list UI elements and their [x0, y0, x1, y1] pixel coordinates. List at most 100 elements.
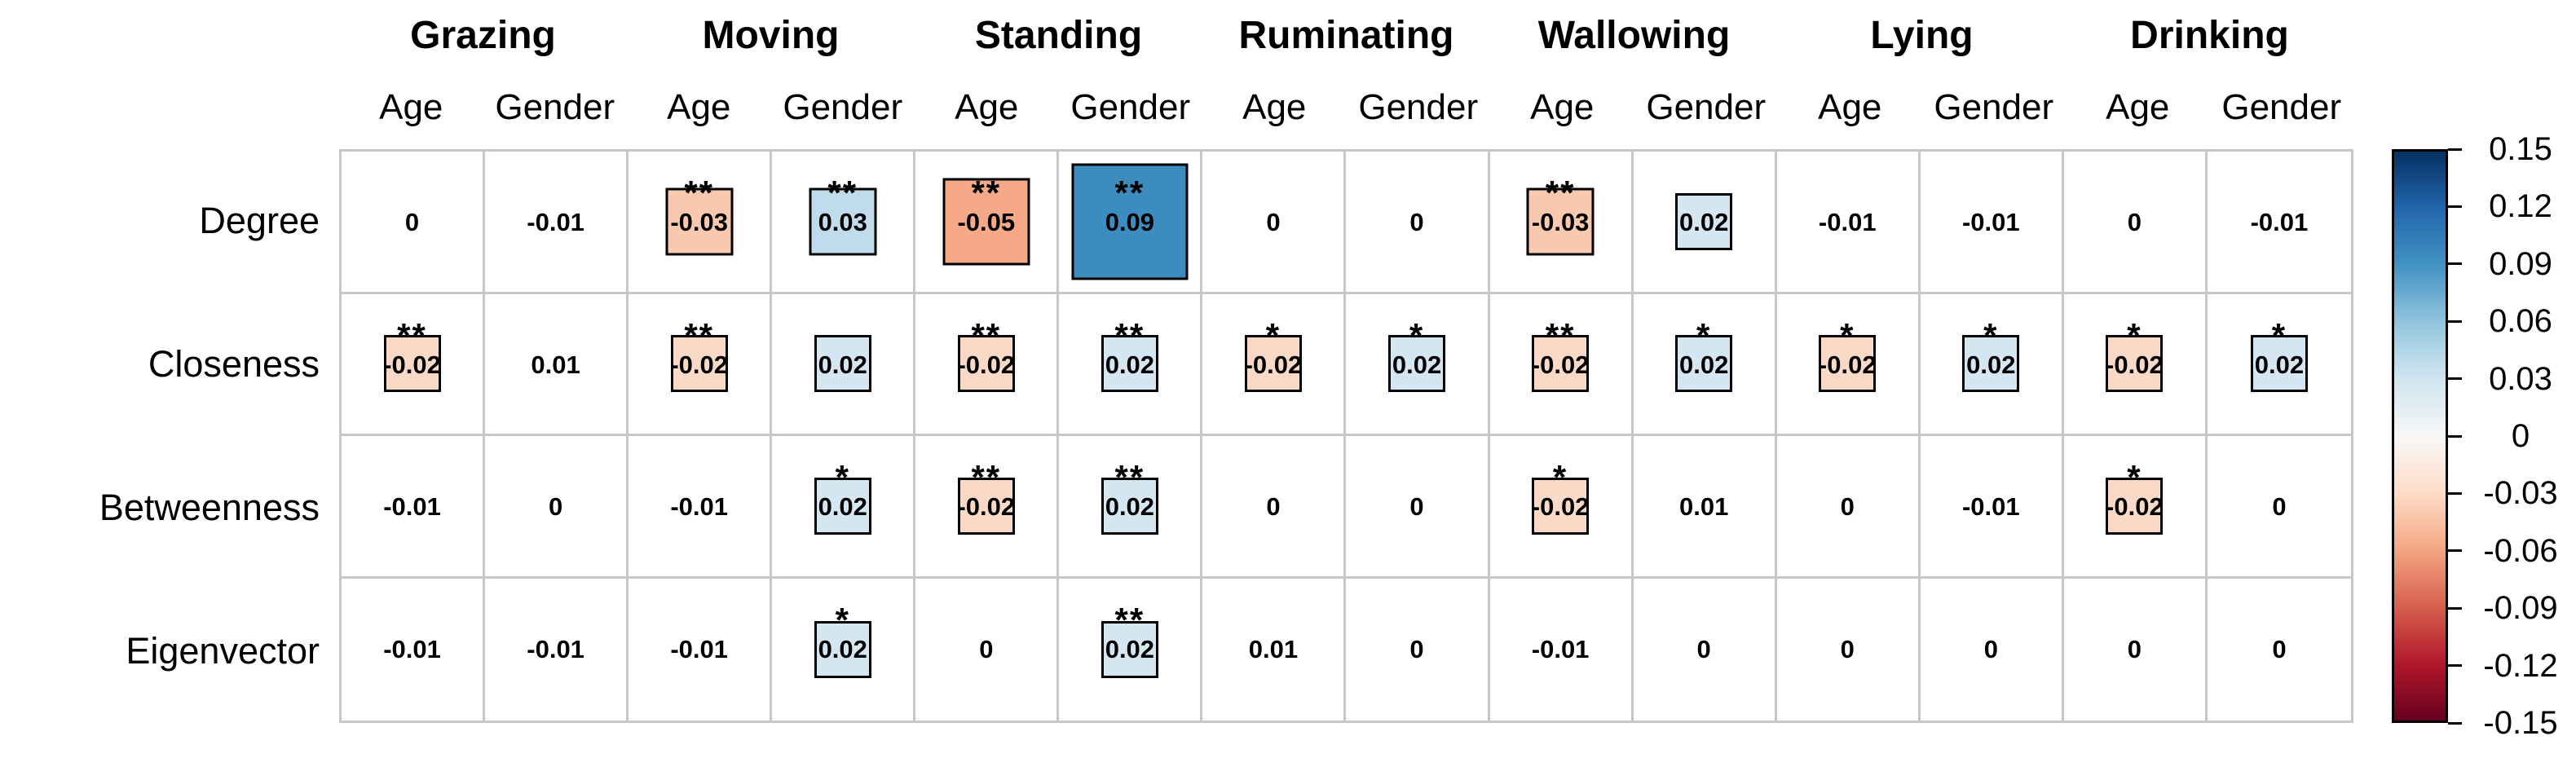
matrix-cell: * -0.02 — [2063, 293, 2208, 436]
matrix-cell: ** 0.02 — [1059, 293, 1203, 436]
matrix-cell: -0.01 — [342, 436, 486, 579]
cell-value: 0.01 — [531, 350, 580, 379]
matrix-cell: 0.02 — [772, 293, 916, 436]
matrix-cell: ** -0.02 — [629, 293, 773, 436]
matrix-cell: 0 — [485, 436, 629, 579]
significance-stars: ** — [971, 315, 1002, 355]
cell-value: -0.03 — [670, 208, 728, 236]
cell-value: -0.01 — [527, 208, 584, 236]
cell-value: 0.02 — [1105, 350, 1155, 379]
matrix-cell: 0 — [1346, 152, 1490, 294]
significance-stars: ** — [1545, 315, 1576, 355]
matrix-cell: 0.01 — [1633, 436, 1777, 579]
correlation-box — [1819, 335, 1877, 393]
correlation-box — [809, 187, 877, 256]
cell-value: 0.03 — [818, 208, 867, 236]
behavior-header-lying: Lying — [1870, 14, 1974, 57]
correlation-box — [814, 477, 871, 535]
colorbar — [2392, 149, 2448, 723]
cell-value: -0.01 — [383, 634, 441, 663]
cell-value: 0 — [1696, 634, 1711, 663]
matrix-cell: 0 — [2208, 579, 2351, 721]
sub-header-gender: Gender — [495, 87, 615, 127]
cell-value: 0 — [1409, 634, 1424, 663]
cell-value: 0 — [1840, 492, 1855, 521]
matrix-cell: -0.01 — [1490, 578, 1634, 721]
colorbar-tick — [2448, 434, 2462, 438]
matrix-cell: 0.02 — [1633, 152, 1777, 294]
cell-value: -0.02 — [957, 350, 1016, 379]
matrix-cell: -0.01 — [485, 152, 629, 294]
correlation-box — [1388, 335, 1446, 393]
correlation-box — [2250, 335, 2308, 393]
matrix-cell: 0.01 — [485, 293, 629, 436]
matrix-cell: ** -0.02 — [1489, 293, 1634, 436]
significance-stars: * — [835, 600, 850, 639]
colorbar-tick-label: 0.03 — [2489, 360, 2552, 397]
cell-value: 0 — [1266, 208, 1281, 236]
cell-value: 0.01 — [1679, 492, 1729, 521]
sub-header-gender: Gender — [1358, 87, 1479, 127]
matrix-cell: * 0.02 — [1633, 293, 1777, 436]
colorbar-tick-label: 0.09 — [2489, 245, 2552, 282]
matrix-cell: 0 — [1346, 436, 1490, 579]
correlation-box — [1526, 187, 1595, 256]
cell-value: 0 — [1840, 634, 1855, 663]
matrix-cell: ** 0.02 — [1059, 436, 1203, 579]
cell-value: -0.02 — [383, 350, 441, 379]
matrix-cell: 0 — [1202, 152, 1347, 294]
significance-stars: ** — [971, 458, 1002, 496]
row-label-degree: Degree — [199, 200, 320, 241]
sub-header-gender: Gender — [1070, 87, 1191, 127]
cell-value: -0.01 — [2250, 208, 2309, 236]
matrix-cell: * 0.02 — [2207, 294, 2351, 436]
matrix-cell: * 0.02 — [1346, 293, 1490, 436]
matrix-cell: * -0.02 — [1202, 293, 1347, 436]
significance-stars: ** — [1114, 458, 1145, 496]
cell-value: -0.02 — [1531, 492, 1590, 521]
cell-value: 0.02 — [1392, 350, 1442, 379]
matrix-cell: ** -0.02 — [342, 293, 486, 436]
colorbar-tick-label: -0.03 — [2483, 475, 2558, 512]
cell-value: 0 — [979, 634, 994, 663]
matrix-cell: -0.01 — [485, 578, 629, 721]
matrix-cell: 0 — [342, 152, 486, 294]
significance-stars: ** — [1114, 174, 1145, 212]
significance-stars: * — [1409, 315, 1425, 355]
cell-value: -0.01 — [670, 634, 728, 663]
sub-header-gender: Gender — [1646, 87, 1767, 127]
significance-stars: * — [2271, 315, 2287, 355]
cell-value: -0.02 — [1531, 350, 1590, 379]
significance-stars: * — [1552, 458, 1568, 496]
cell-value: -0.01 — [1531, 634, 1590, 663]
matrix-cell: * -0.02 — [1776, 293, 1921, 436]
correlation-box — [1101, 477, 1158, 535]
significance-stars: * — [1696, 315, 1712, 355]
matrix-cell: -0.01 — [2207, 152, 2351, 294]
behavior-header-grazing: Grazing — [410, 14, 556, 57]
matrix-cell: * -0.02 — [2063, 436, 2208, 579]
significance-stars: ** — [1114, 315, 1145, 355]
correlation-box — [814, 335, 871, 393]
cell-value: 0 — [2127, 634, 2142, 663]
colorbar-tick-label: -0.09 — [2483, 590, 2558, 627]
significance-stars: ** — [827, 174, 858, 212]
matrix-cell: 0 — [2063, 152, 2208, 294]
matrix-cell: 0 — [1776, 436, 1921, 579]
significance-stars: * — [835, 458, 850, 496]
cell-value: 0 — [404, 208, 420, 236]
behavior-header-ruminating: Ruminating — [1238, 14, 1454, 57]
cell-value: -0.02 — [1244, 350, 1303, 379]
cell-value: 0 — [1409, 208, 1424, 236]
colorbar-tick — [2448, 721, 2462, 725]
sub-header-gender: Gender — [2221, 87, 2342, 127]
cell-value: -0.01 — [1961, 492, 2020, 521]
matrix-cell: ** -0.05 — [915, 152, 1060, 294]
cell-value: -0.01 — [1961, 208, 2020, 236]
cell-value: 0 — [1983, 634, 1998, 663]
cell-value: 0.02 — [1966, 350, 2016, 379]
correlation-box — [2106, 335, 2164, 393]
correlation-box — [1101, 620, 1158, 678]
matrix-cell: ** 0.09 — [1059, 152, 1203, 294]
matrix-cell: 0 — [1777, 578, 1921, 721]
